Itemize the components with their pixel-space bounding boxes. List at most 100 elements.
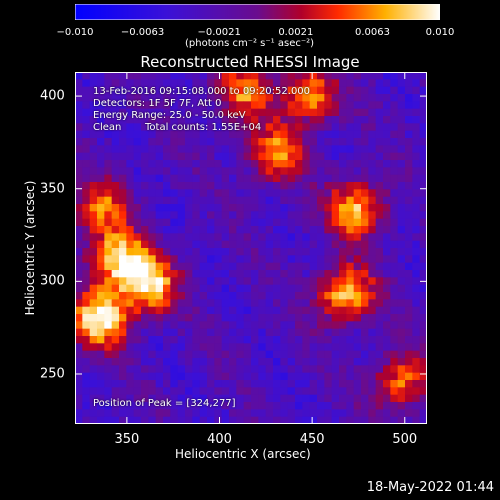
heatmap-cell: [199, 343, 208, 352]
heatmap-cell: [251, 189, 259, 198]
heatmap-cell: [192, 255, 201, 264]
heatmap-cell: [141, 79, 149, 88]
heatmap-cell: [119, 116, 127, 124]
heatmap-cell: [412, 108, 421, 117]
heatmap-cell: [199, 284, 208, 293]
heatmap-cell: [412, 416, 421, 424]
heatmap-cell: [163, 116, 171, 124]
heatmap-cell: [287, 284, 296, 293]
heatmap-cell: [214, 196, 223, 205]
heatmap-cell: [339, 196, 347, 205]
heatmap-cell: [75, 306, 83, 315]
heatmap-cell: [199, 189, 208, 198]
heatmap-cell: [185, 262, 193, 271]
heatmap-cell: [346, 94, 355, 102]
heatmap-cell: [199, 336, 208, 344]
heatmap-cell: [287, 196, 296, 205]
heatmap-cell: [148, 72, 157, 80]
annotation-method: Clean: [93, 122, 122, 133]
heatmap-cell: [309, 255, 318, 264]
heatmap-cell: [75, 160, 83, 168]
heatmap-cell: [229, 218, 237, 227]
heatmap-cell: [324, 130, 333, 139]
heatmap-cell: [229, 174, 237, 183]
heatmap-cell: [419, 380, 427, 388]
heatmap-cell: [375, 94, 384, 102]
heatmap-cell: [375, 314, 384, 322]
heatmap-cell: [119, 138, 127, 146]
heatmap-cell: [126, 365, 135, 374]
heatmap-cell: [192, 270, 201, 278]
heatmap-cell: [273, 240, 281, 249]
heatmap-cell: [163, 416, 171, 424]
heatmap-cell: [199, 306, 208, 315]
heatmap-cell: [229, 262, 237, 271]
heatmap-cell: [405, 402, 413, 410]
heatmap-cell: [243, 233, 252, 242]
heatmap-cell: [397, 284, 406, 293]
heatmap-cell: [309, 306, 318, 315]
heatmap-cell: [185, 130, 193, 139]
heatmap-cell: [119, 262, 127, 271]
heatmap-cell: [82, 343, 91, 352]
heatmap-cell: [229, 292, 237, 300]
heatmap-cell: [309, 409, 318, 418]
heatmap-cell: [163, 160, 171, 168]
heatmap-cell: [148, 270, 157, 278]
heatmap-cell: [111, 262, 120, 271]
heatmap-cell: [375, 233, 384, 242]
heatmap-cell: [104, 306, 113, 315]
heatmap-cell: [229, 380, 237, 388]
heatmap-cell: [133, 189, 142, 198]
heatmap-cell: [141, 167, 149, 176]
heatmap-cell: [148, 204, 157, 212]
heatmap-cell: [324, 416, 333, 424]
heatmap-cell: [361, 306, 369, 315]
heatmap-cell: [163, 248, 171, 256]
heatmap-cell: [251, 138, 259, 146]
heatmap-cell: [397, 196, 406, 205]
heatmap-cell: [287, 160, 296, 168]
heatmap-cell: [280, 101, 289, 110]
heatmap-cell: [192, 138, 201, 146]
heatmap-cell: [75, 167, 83, 176]
heatmap-cell: [75, 299, 83, 308]
heatmap-cell: [119, 248, 127, 256]
heatmap-cell: [97, 358, 105, 366]
heatmap-cell: [324, 255, 333, 264]
heatmap-cell: [295, 101, 303, 110]
heatmap-cell: [89, 138, 98, 146]
heatmap-cell: [133, 372, 142, 381]
heatmap-cell: [119, 270, 127, 278]
heatmap-cell: [368, 79, 377, 88]
heatmap-cell: [331, 116, 340, 124]
heatmap-cell: [287, 94, 296, 102]
heatmap-cell: [346, 130, 355, 139]
heatmap-cell: [119, 204, 127, 212]
heatmap-cell: [97, 350, 105, 359]
y-tick-label: 400: [40, 88, 65, 104]
heatmap-cell: [111, 138, 120, 146]
heatmap-cell: [346, 350, 355, 359]
heatmap-cell: [111, 196, 120, 205]
heatmap-cell: [375, 152, 384, 161]
heatmap-cell: [243, 226, 252, 234]
heatmap-cell: [353, 350, 362, 359]
heatmap-cell: [375, 416, 384, 424]
heatmap-cell: [214, 167, 223, 176]
heatmap-cell: [353, 416, 362, 424]
heatmap-cell: [82, 409, 91, 418]
heatmap-cell: [324, 402, 333, 410]
heatmap-cell: [229, 372, 237, 381]
heatmap-cell: [273, 86, 281, 95]
heatmap-cell: [133, 211, 142, 220]
heatmap-cell: [229, 226, 237, 234]
heatmap-cell: [141, 328, 149, 337]
heatmap-cell: [361, 416, 369, 424]
heatmap-cell: [412, 240, 421, 249]
heatmap-cell: [287, 343, 296, 352]
heatmap-cell: [111, 79, 120, 88]
heatmap-cell: [229, 72, 237, 80]
heatmap-cell: [82, 365, 91, 374]
heatmap-cell: [126, 174, 135, 183]
